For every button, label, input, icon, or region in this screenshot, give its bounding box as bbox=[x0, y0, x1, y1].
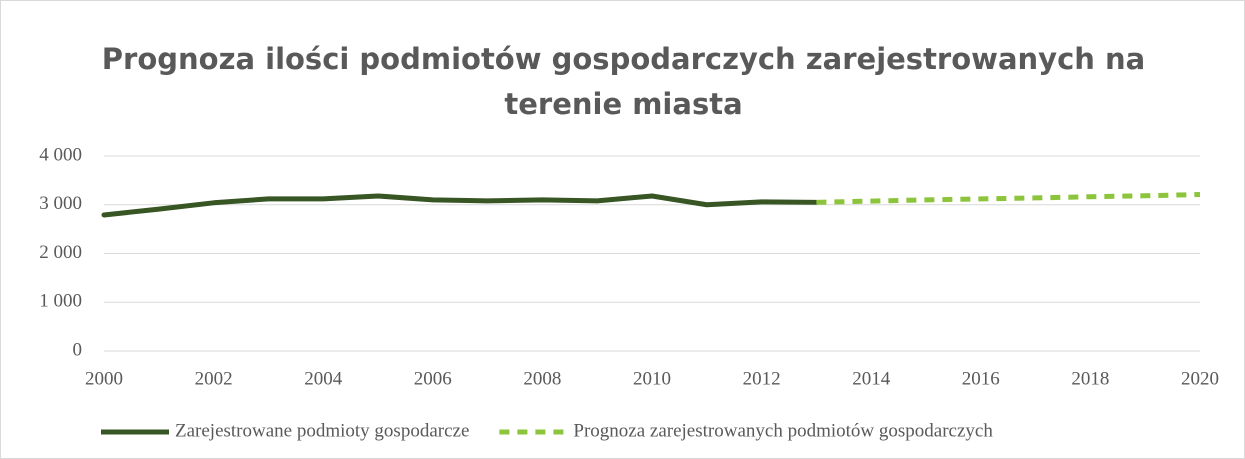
legend-label: Zarejestrowane podmioty gospodarcze bbox=[175, 420, 469, 441]
x-tick-label: 2018 bbox=[1071, 368, 1109, 389]
x-tick-label: 2002 bbox=[195, 368, 233, 389]
x-tick-label: 2008 bbox=[523, 368, 561, 389]
y-tick-label: 1 000 bbox=[39, 291, 82, 312]
x-tick-label: 2004 bbox=[304, 368, 343, 389]
x-tick-label: 2014 bbox=[852, 368, 891, 389]
y-tick-label: 2 000 bbox=[39, 242, 82, 263]
y-tick-label: 4 000 bbox=[39, 144, 82, 165]
y-tick-label: 0 bbox=[73, 339, 83, 360]
chart-title: Prognoza ilości podmiotów gospodarczych … bbox=[101, 42, 1146, 121]
legend-label: Prognoza zarejestrowanych podmiotów gosp… bbox=[573, 420, 993, 441]
series-line bbox=[101, 193, 819, 218]
x-tick-label: 2010 bbox=[633, 368, 671, 389]
x-tick-label: 2012 bbox=[743, 368, 781, 389]
x-tick-label: 2006 bbox=[414, 368, 452, 389]
series-line bbox=[816, 192, 1201, 205]
x-tick-label: 2020 bbox=[1181, 368, 1219, 389]
x-tick-label: 2000 bbox=[85, 368, 123, 389]
x-tick-label: 2016 bbox=[962, 368, 1000, 389]
y-tick-label: 3 000 bbox=[39, 193, 82, 214]
